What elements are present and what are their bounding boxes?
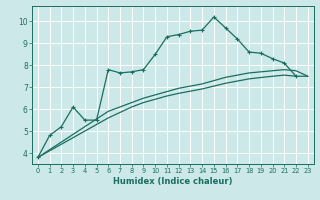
X-axis label: Humidex (Indice chaleur): Humidex (Indice chaleur): [113, 177, 233, 186]
